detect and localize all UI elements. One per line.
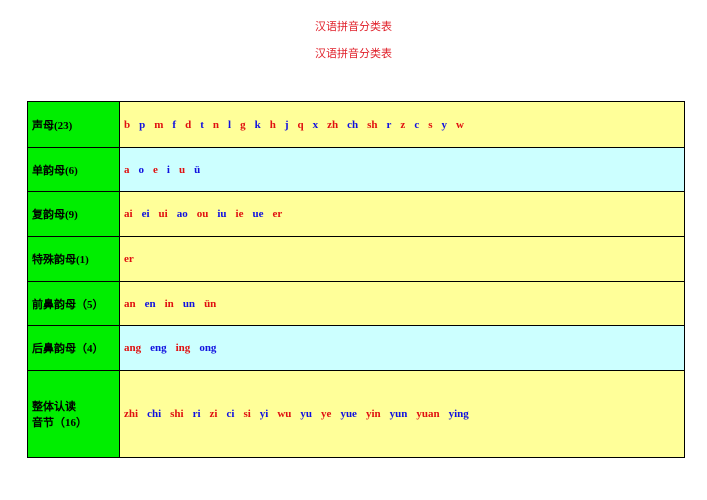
pinyin-item: f <box>172 118 177 131</box>
pinyin-cell: an en in un ün <box>120 282 684 325</box>
pinyin-item: er <box>272 208 283 220</box>
pinyin-item: h <box>269 118 276 131</box>
pinyin-item: ui <box>158 208 168 220</box>
pinyin-item: un <box>182 297 196 310</box>
pinyin-item: ang <box>124 342 142 354</box>
subtitle: 汉语拼音分类表 <box>315 48 392 60</box>
pinyin-item: en <box>144 297 156 310</box>
pinyin-item: er <box>124 253 134 265</box>
pinyin-item: y <box>441 118 447 131</box>
pinyin-item: an <box>124 297 136 310</box>
pinyin-item: b <box>124 118 131 131</box>
row-label: 单韵母(6) <box>28 148 120 191</box>
table-row: 特殊韵母(1) er <box>28 236 684 281</box>
pinyin-item: ei <box>141 208 150 220</box>
pinyin-item: ün <box>204 297 217 310</box>
row-label: 复韵母(9) <box>28 192 120 236</box>
table-row: 复韵母(9) ai ei ui ao ou iu ie ue er <box>28 191 684 236</box>
pinyin-item: p <box>139 118 146 131</box>
pinyin-item: zhi <box>124 408 139 420</box>
pinyin-item: shi <box>170 408 184 420</box>
pinyin-item: sh <box>367 118 378 131</box>
pinyin-item: a <box>124 163 130 176</box>
pinyin-item: yin <box>365 408 381 420</box>
pinyin-item: ie <box>235 208 244 220</box>
pinyin-item: chi <box>147 408 162 420</box>
pinyin-item: ing <box>175 342 191 354</box>
pinyin-item: w <box>455 118 464 131</box>
table-row: 整体认读 音节（16） zhi chi shi ri zi ci si yi wu yu ye yue y… <box>28 370 684 457</box>
pinyin-item: iu <box>217 208 227 220</box>
pinyin-item: j <box>284 118 289 131</box>
pinyin-item: eng <box>150 342 167 354</box>
pinyin-item: zh <box>327 118 339 131</box>
pinyin-item: m <box>154 118 164 131</box>
pinyin-item: ri <box>192 408 201 420</box>
pinyin-table: 声母(23) b p m f d t n l g k h j q x zh ch sh r z c s y w 单韵母(6) a o… <box>27 101 685 458</box>
pinyin-item: wu <box>277 408 292 420</box>
pinyin-item: t <box>200 118 204 131</box>
row-label: 声母(23) <box>28 102 120 147</box>
pinyin-item: yuan <box>416 408 440 420</box>
pinyin-cell: ai ei ui ao ou iu ie ue er <box>120 192 684 236</box>
row-label: 整体认读 音节（16） <box>28 371 120 457</box>
table-row: 后鼻韵母（4） ang eng ing ong <box>28 325 684 370</box>
pinyin-item: ou <box>196 208 209 220</box>
pinyin-item: ong <box>199 342 217 354</box>
pinyin-item: c <box>414 118 420 131</box>
table-row: 单韵母(6) a o e i u ü <box>28 147 684 191</box>
pinyin-item: k <box>254 118 261 131</box>
pinyin-cell: b p m f d t n l g k h j q x zh ch sh r z c s y w <box>120 102 684 147</box>
pinyin-item: g <box>240 118 246 131</box>
pinyin-item: n <box>212 118 220 131</box>
pinyin-item: d <box>185 118 192 131</box>
row-label: 前鼻韵母（5） <box>28 282 120 325</box>
row-label: 后鼻韵母（4） <box>28 326 120 370</box>
pinyin-cell: zhi chi shi ri zi ci si yi wu yu ye yue yin yun yuan yi… <box>120 371 684 457</box>
pinyin-item: yu <box>300 408 313 420</box>
title: 汉语拼音分类表 <box>315 21 392 33</box>
pinyin-item: q <box>297 118 304 131</box>
pinyin-item: z <box>400 118 406 131</box>
pinyin-item: ying <box>448 408 469 420</box>
table-row: 声母(23) b p m f d t n l g k h j q x zh ch sh r z c s y w <box>28 102 684 147</box>
pinyin-item: in <box>164 297 174 310</box>
pinyin-item: ch <box>347 118 359 131</box>
table-row: 前鼻韵母（5） an en in un ün <box>28 281 684 325</box>
pinyin-item: ü <box>194 163 201 176</box>
pinyin-item: r <box>386 118 392 131</box>
pinyin-cell: ang eng ing ong <box>120 326 684 370</box>
pinyin-item: zi <box>209 408 218 420</box>
pinyin-item: u <box>178 163 186 176</box>
pinyin-item: o <box>138 163 145 176</box>
pinyin-item: ue <box>252 208 264 220</box>
pinyin-item: s <box>428 118 433 131</box>
pinyin-item: ai <box>124 208 133 220</box>
pinyin-item: yi <box>259 408 269 420</box>
pinyin-item: l <box>228 118 232 131</box>
row-label: 特殊韵母(1) <box>28 237 120 281</box>
pinyin-item: e <box>153 163 158 176</box>
pinyin-item: i <box>166 163 170 176</box>
pinyin-item: si <box>243 408 251 420</box>
pinyin-item: ci <box>226 408 235 420</box>
pinyin-item: x <box>312 118 319 131</box>
pinyin-item: ao <box>176 208 188 220</box>
pinyin-item: yun <box>389 408 408 420</box>
pinyin-item: yue <box>340 408 357 420</box>
pinyin-item: ye <box>321 408 332 420</box>
pinyin-cell: er <box>120 237 684 281</box>
